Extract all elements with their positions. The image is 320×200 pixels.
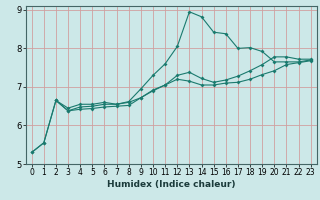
X-axis label: Humidex (Indice chaleur): Humidex (Indice chaleur) (107, 180, 236, 189)
